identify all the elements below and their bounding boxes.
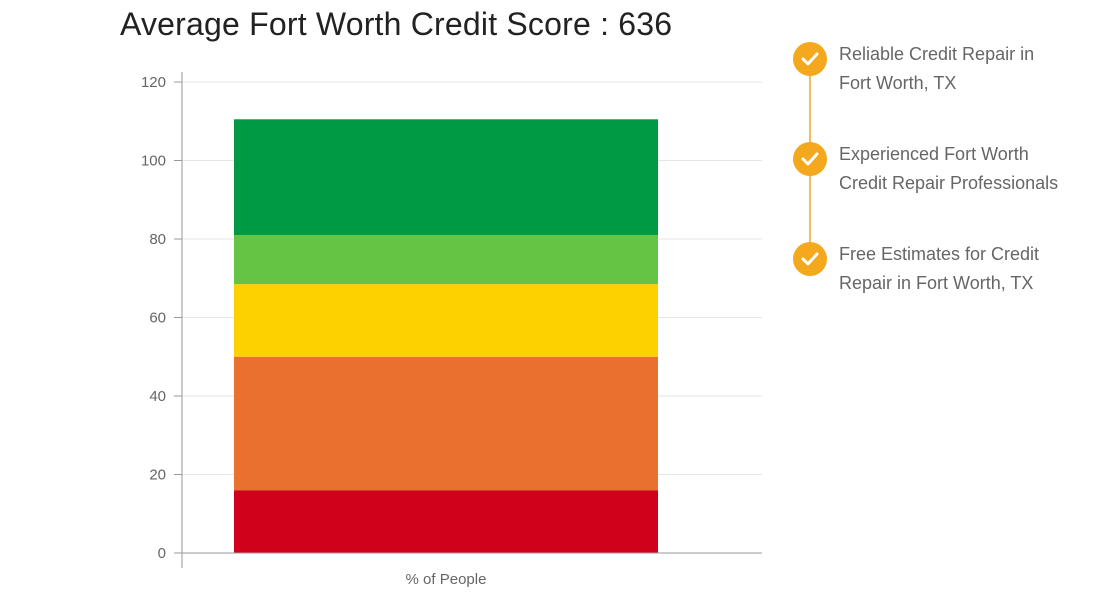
- y-tick-label: 40: [149, 388, 166, 405]
- x-category-label: % of People: [406, 571, 487, 588]
- check-circle-icon: [793, 142, 827, 176]
- feature-line-2: Repair in Fort Worth, TX: [839, 273, 1034, 293]
- feature-line-1: Free Estimates for Credit: [839, 244, 1040, 264]
- bar-segment-1: [234, 490, 658, 553]
- y-tick-label: 0: [158, 545, 166, 562]
- feature-text: Experienced Fort Worth Credit Repair Pro…: [839, 140, 1058, 198]
- bar-segment-2: [234, 356, 658, 491]
- feature-line-2: Fort Worth, TX: [839, 73, 957, 93]
- feature-list: Reliable Credit Repair in Fort Worth, TX…: [790, 40, 1110, 340]
- bar-segment-5: [234, 119, 658, 236]
- y-axis: 0 20 40 60 80 100 120: [141, 72, 183, 568]
- chart-title: Average Fort Worth Credit Score : 636: [120, 6, 673, 42]
- check-circle-icon: [793, 242, 827, 276]
- y-tick-label: 100: [141, 153, 166, 170]
- x-axis: % of People: [182, 552, 762, 588]
- feature-item-2: Experienced Fort Worth Credit Repair Pro…: [790, 140, 1110, 240]
- stacked-bar-chart: 0 20 40 60 80 100 120 % of People: [141, 72, 762, 588]
- check-circle-icon: [793, 42, 827, 76]
- y-tick-label: 60: [149, 310, 166, 327]
- feature-text: Free Estimates for Credit Repair in Fort…: [839, 240, 1039, 298]
- feature-line-1: Reliable Credit Repair in: [839, 44, 1035, 64]
- y-tick-label: 120: [141, 74, 166, 91]
- bar-segments: [234, 119, 658, 553]
- feature-line-2: Credit Repair Professionals: [839, 173, 1059, 193]
- feature-line-1: Experienced Fort Worth: [839, 144, 1029, 164]
- feature-text: Reliable Credit Repair in Fort Worth, TX: [839, 40, 1034, 98]
- bar-segment-3: [234, 284, 658, 357]
- bar-segment-4: [234, 235, 658, 285]
- y-tick-label: 80: [149, 231, 166, 248]
- feature-item-3: Free Estimates for Credit Repair in Fort…: [790, 240, 1110, 340]
- y-tick-label: 20: [149, 467, 166, 484]
- feature-item-1: Reliable Credit Repair in Fort Worth, TX: [790, 40, 1110, 140]
